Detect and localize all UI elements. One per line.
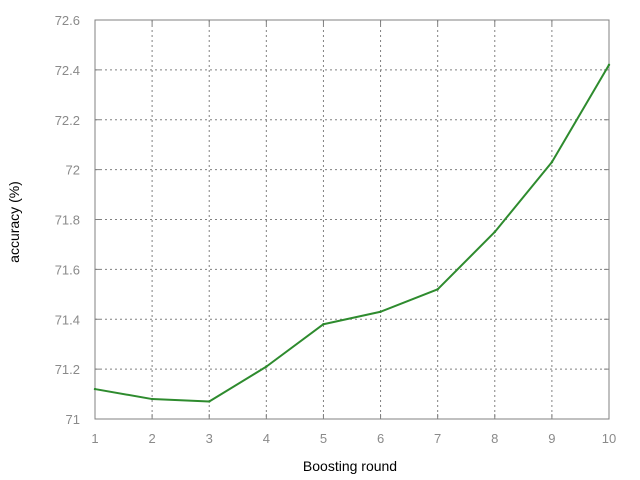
y-tick-label: 71.6 bbox=[55, 262, 80, 277]
y-tick-label: 72 bbox=[66, 163, 80, 178]
data-point bbox=[208, 400, 211, 403]
x-tick-label: 9 bbox=[548, 431, 555, 446]
data-point bbox=[322, 323, 325, 326]
x-tick-label: 2 bbox=[148, 431, 155, 446]
x-tick-label: 8 bbox=[491, 431, 498, 446]
y-tick-label: 72.4 bbox=[55, 63, 80, 78]
series-line bbox=[94, 64, 610, 403]
y-tick-label: 71.4 bbox=[55, 312, 80, 327]
series-layer bbox=[93, 63, 611, 403]
y-axis-title: accuracy (%) bbox=[6, 181, 22, 263]
label-layer: 1 2 3 4 5 6 7 8 9 10 71 71.2 71.4 71.6 71.8 72 72.2 72.4 7… bbox=[55, 13, 617, 446]
data-point bbox=[550, 160, 554, 164]
y-tick-label: 72.6 bbox=[55, 13, 80, 28]
y-tick-label: 72.2 bbox=[55, 113, 80, 128]
data-point bbox=[93, 387, 97, 391]
x-tick-label: 4 bbox=[263, 431, 270, 446]
x-tick-label: 7 bbox=[434, 431, 441, 446]
y-tick-label: 71 bbox=[66, 412, 80, 427]
x-tick-label: 6 bbox=[377, 431, 384, 446]
data-point bbox=[493, 230, 496, 234]
x-tick-label: 1 bbox=[91, 431, 98, 446]
data-point bbox=[150, 397, 154, 401]
data-point bbox=[379, 310, 382, 313]
data-point bbox=[436, 288, 439, 291]
y-tick-label: 71.2 bbox=[55, 362, 80, 377]
x-axis-title: Boosting round bbox=[303, 458, 397, 474]
grid-layer bbox=[95, 20, 609, 419]
x-tick-label: 10 bbox=[602, 431, 616, 446]
x-tick-label: 5 bbox=[320, 431, 327, 446]
data-point bbox=[265, 365, 268, 368]
x-tick-label: 3 bbox=[206, 431, 213, 446]
data-point bbox=[607, 63, 611, 67]
tick-layer bbox=[94, 19, 610, 420]
y-tick-label: 71.8 bbox=[55, 213, 80, 228]
